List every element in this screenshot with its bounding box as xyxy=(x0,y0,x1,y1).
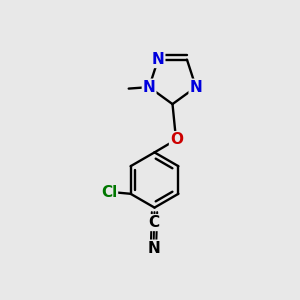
Text: N: N xyxy=(190,80,202,94)
Text: O: O xyxy=(170,132,183,147)
Text: C: C xyxy=(148,215,160,230)
Text: N: N xyxy=(152,52,164,67)
Text: Cl: Cl xyxy=(101,185,117,200)
Text: N: N xyxy=(147,241,160,256)
Text: N: N xyxy=(143,80,155,94)
